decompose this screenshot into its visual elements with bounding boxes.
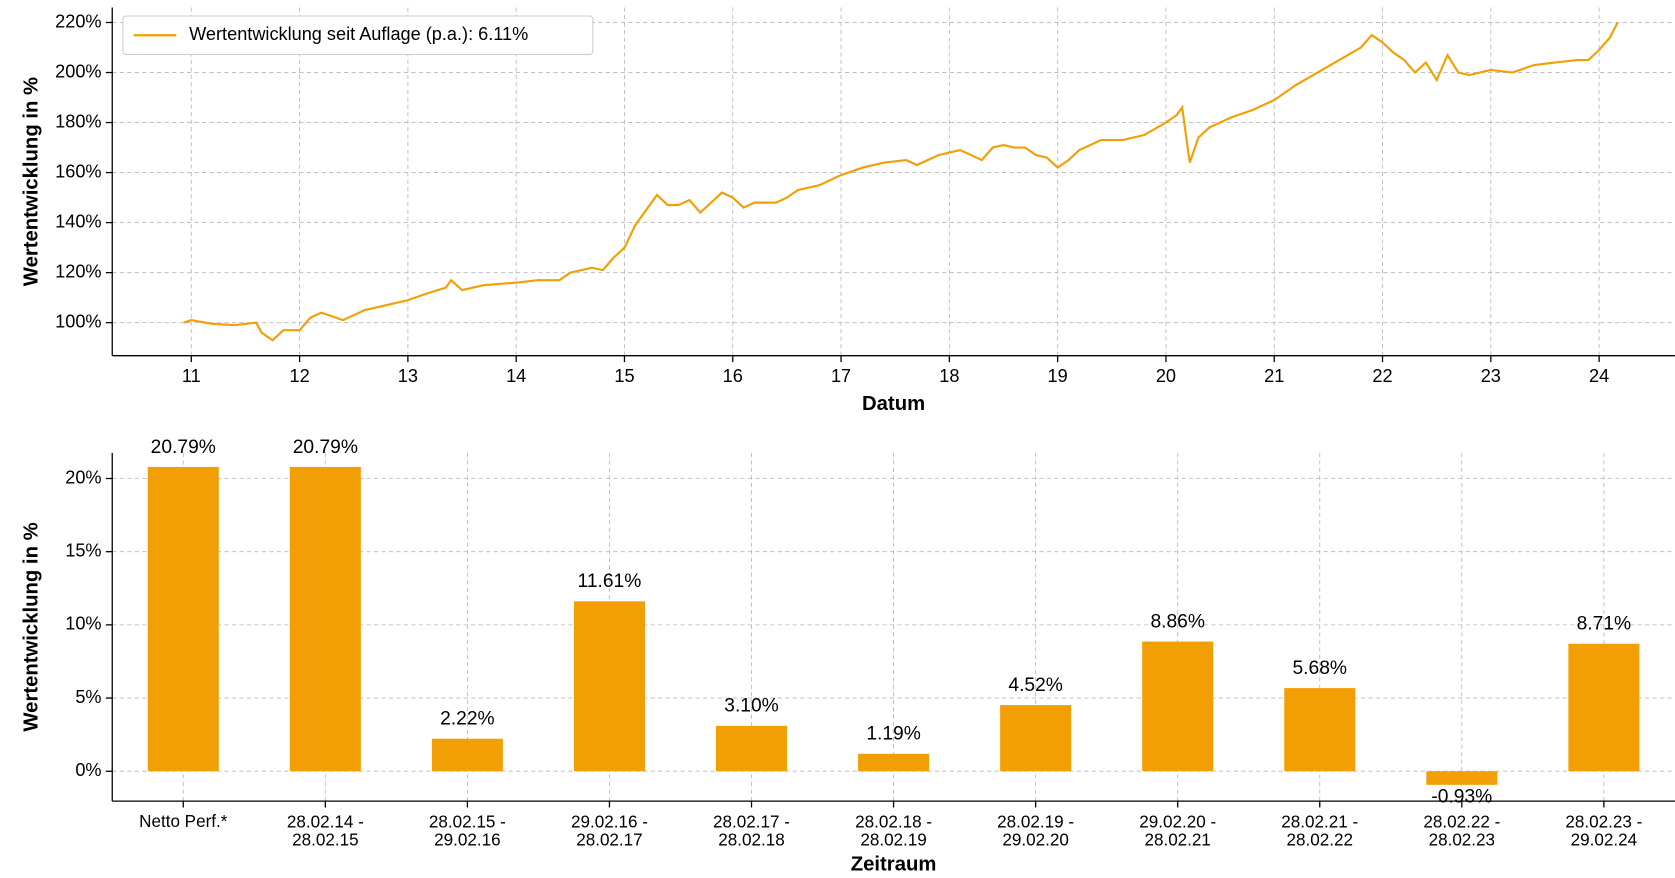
x-tick-label: 14 <box>506 366 526 386</box>
bar <box>1000 705 1072 772</box>
data-label: 8.71% <box>1577 614 1632 635</box>
bar <box>1284 688 1356 772</box>
y-tick-label: 140% <box>55 211 101 231</box>
bar <box>1568 643 1640 772</box>
data-label: 5.68% <box>1293 658 1348 679</box>
bar <box>431 738 503 772</box>
y-axis-label: Wertentwicklung in % <box>20 522 42 731</box>
data-label: -0.93% <box>1431 787 1492 808</box>
data-label: 20.79% <box>293 437 358 458</box>
y-tick-label: 100% <box>55 311 101 331</box>
y-tick-label: 0% <box>75 760 101 780</box>
x-tick-label: 28.02.14 -28.02.15 <box>287 812 364 849</box>
y-tick-label: 10% <box>65 614 101 634</box>
x-tick-label: 28.02.19 -29.02.20 <box>997 812 1074 849</box>
data-label: 20.79% <box>151 437 216 458</box>
x-tick-label: 17 <box>831 366 851 386</box>
x-tick-label: 16 <box>723 366 743 386</box>
x-tick-label: 18 <box>939 366 959 386</box>
y-tick-label: 20% <box>65 467 101 487</box>
data-label: 11.61% <box>578 571 642 592</box>
y-axis-label: Wertentwicklung in % <box>20 77 42 286</box>
x-tick-label: 11 <box>182 366 201 386</box>
bar <box>147 466 219 772</box>
x-tick-label: 28.02.18 -28.02.19 <box>855 812 932 849</box>
y-tick-label: 180% <box>55 111 101 131</box>
data-label: 3.10% <box>724 696 779 717</box>
x-tick-label: 28.02.22 -28.02.23 <box>1423 812 1500 849</box>
x-tick-label: 20 <box>1156 366 1176 386</box>
x-tick-label: 28.02.15 -29.02.16 <box>429 812 506 849</box>
x-tick-label: 29.02.16 -28.02.17 <box>571 812 648 849</box>
x-tick-label: 15 <box>614 366 634 386</box>
y-tick-label: 120% <box>55 261 101 281</box>
x-tick-label: 24 <box>1589 366 1609 386</box>
y-tick-label: 200% <box>55 61 101 81</box>
bar <box>1426 771 1498 785</box>
data-label: 2.22% <box>440 709 495 730</box>
x-tick-label: 13 <box>398 366 418 386</box>
x-tick-label: 12 <box>289 366 309 386</box>
x-tick-label: 28.02.17 -28.02.18 <box>713 812 790 849</box>
x-tick-label: Netto Perf.* <box>139 812 228 831</box>
legend-box <box>122 15 594 56</box>
x-axis-label: Zeitraum <box>851 854 937 876</box>
y-tick-label: 160% <box>55 161 101 181</box>
x-tick-label: 19 <box>1048 366 1068 386</box>
data-label: 4.52% <box>1008 675 1063 696</box>
x-tick-label: 28.02.23 -29.02.24 <box>1565 812 1642 849</box>
bar <box>289 466 361 772</box>
y-tick-label: 5% <box>75 687 101 707</box>
bar <box>858 753 930 772</box>
x-tick-label: 23 <box>1481 366 1501 386</box>
x-tick-label: 29.02.20 -28.02.21 <box>1139 812 1216 849</box>
x-tick-label: 22 <box>1372 366 1392 386</box>
data-label: 1.19% <box>866 724 921 745</box>
bar <box>573 601 645 772</box>
bar <box>716 725 788 772</box>
data-line <box>183 22 1619 342</box>
x-tick-label: 21 <box>1264 366 1284 386</box>
legend-label: Wertentwicklung seit Auflage (p.a.): 6.1… <box>189 24 528 44</box>
x-axis-label: Datum <box>862 393 925 415</box>
y-tick-label: 220% <box>55 11 101 31</box>
x-tick-label: 28.02.21 -28.02.22 <box>1281 812 1358 849</box>
y-tick-label: 15% <box>65 540 101 560</box>
bar <box>1142 641 1214 772</box>
data-label: 8.86% <box>1150 611 1205 632</box>
